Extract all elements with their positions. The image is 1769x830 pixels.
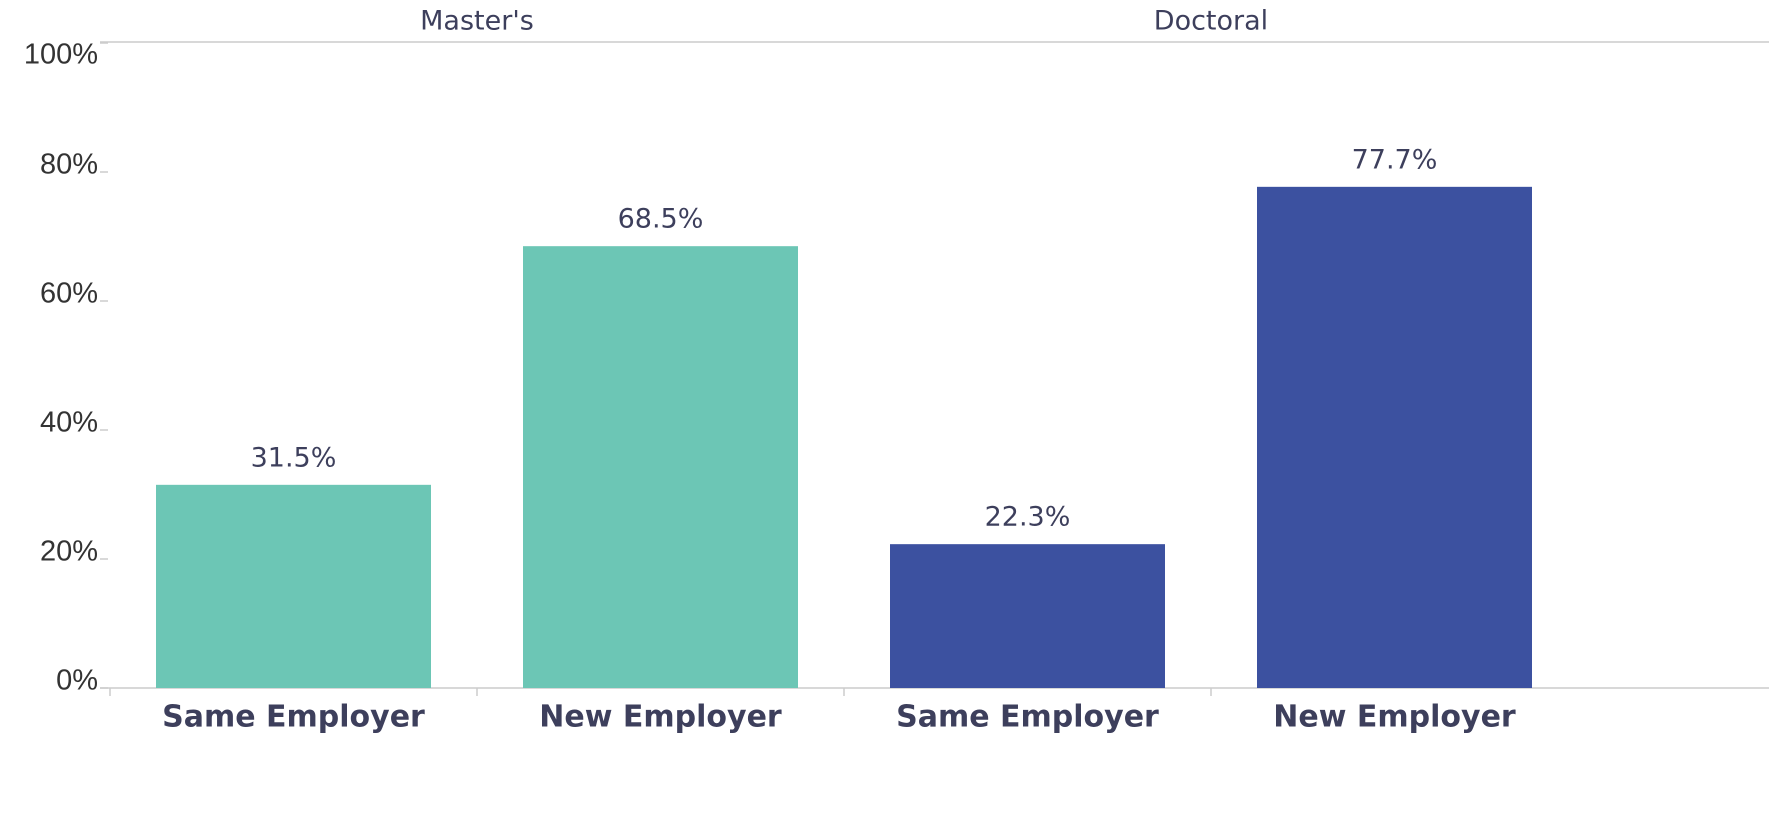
- y-tick-label: 80%: [40, 149, 98, 181]
- x-tick-label: New Employer: [1273, 700, 1516, 735]
- y-tick-label: 60%: [40, 278, 98, 310]
- value-label: 22.3%: [985, 502, 1071, 533]
- x-tick-label: Same Employer: [896, 700, 1159, 735]
- value-label: 77.7%: [1352, 144, 1438, 175]
- value-label: 68.5%: [618, 204, 704, 235]
- x-tick-label: Same Employer: [162, 700, 425, 735]
- panel-title: Doctoral: [1154, 6, 1268, 37]
- y-tick-label: 0%: [56, 665, 98, 697]
- y-tick-label: 20%: [40, 536, 98, 568]
- bar: [523, 246, 798, 689]
- bar: [1257, 186, 1532, 688]
- y-tick-label: 40%: [40, 407, 98, 439]
- panel-title: Master's: [420, 6, 534, 37]
- x-tick-label: New Employer: [539, 700, 782, 735]
- value-label: 31.5%: [251, 442, 337, 473]
- bar: [890, 544, 1165, 688]
- bar: [156, 484, 431, 688]
- y-tick-label: 100%: [24, 39, 98, 71]
